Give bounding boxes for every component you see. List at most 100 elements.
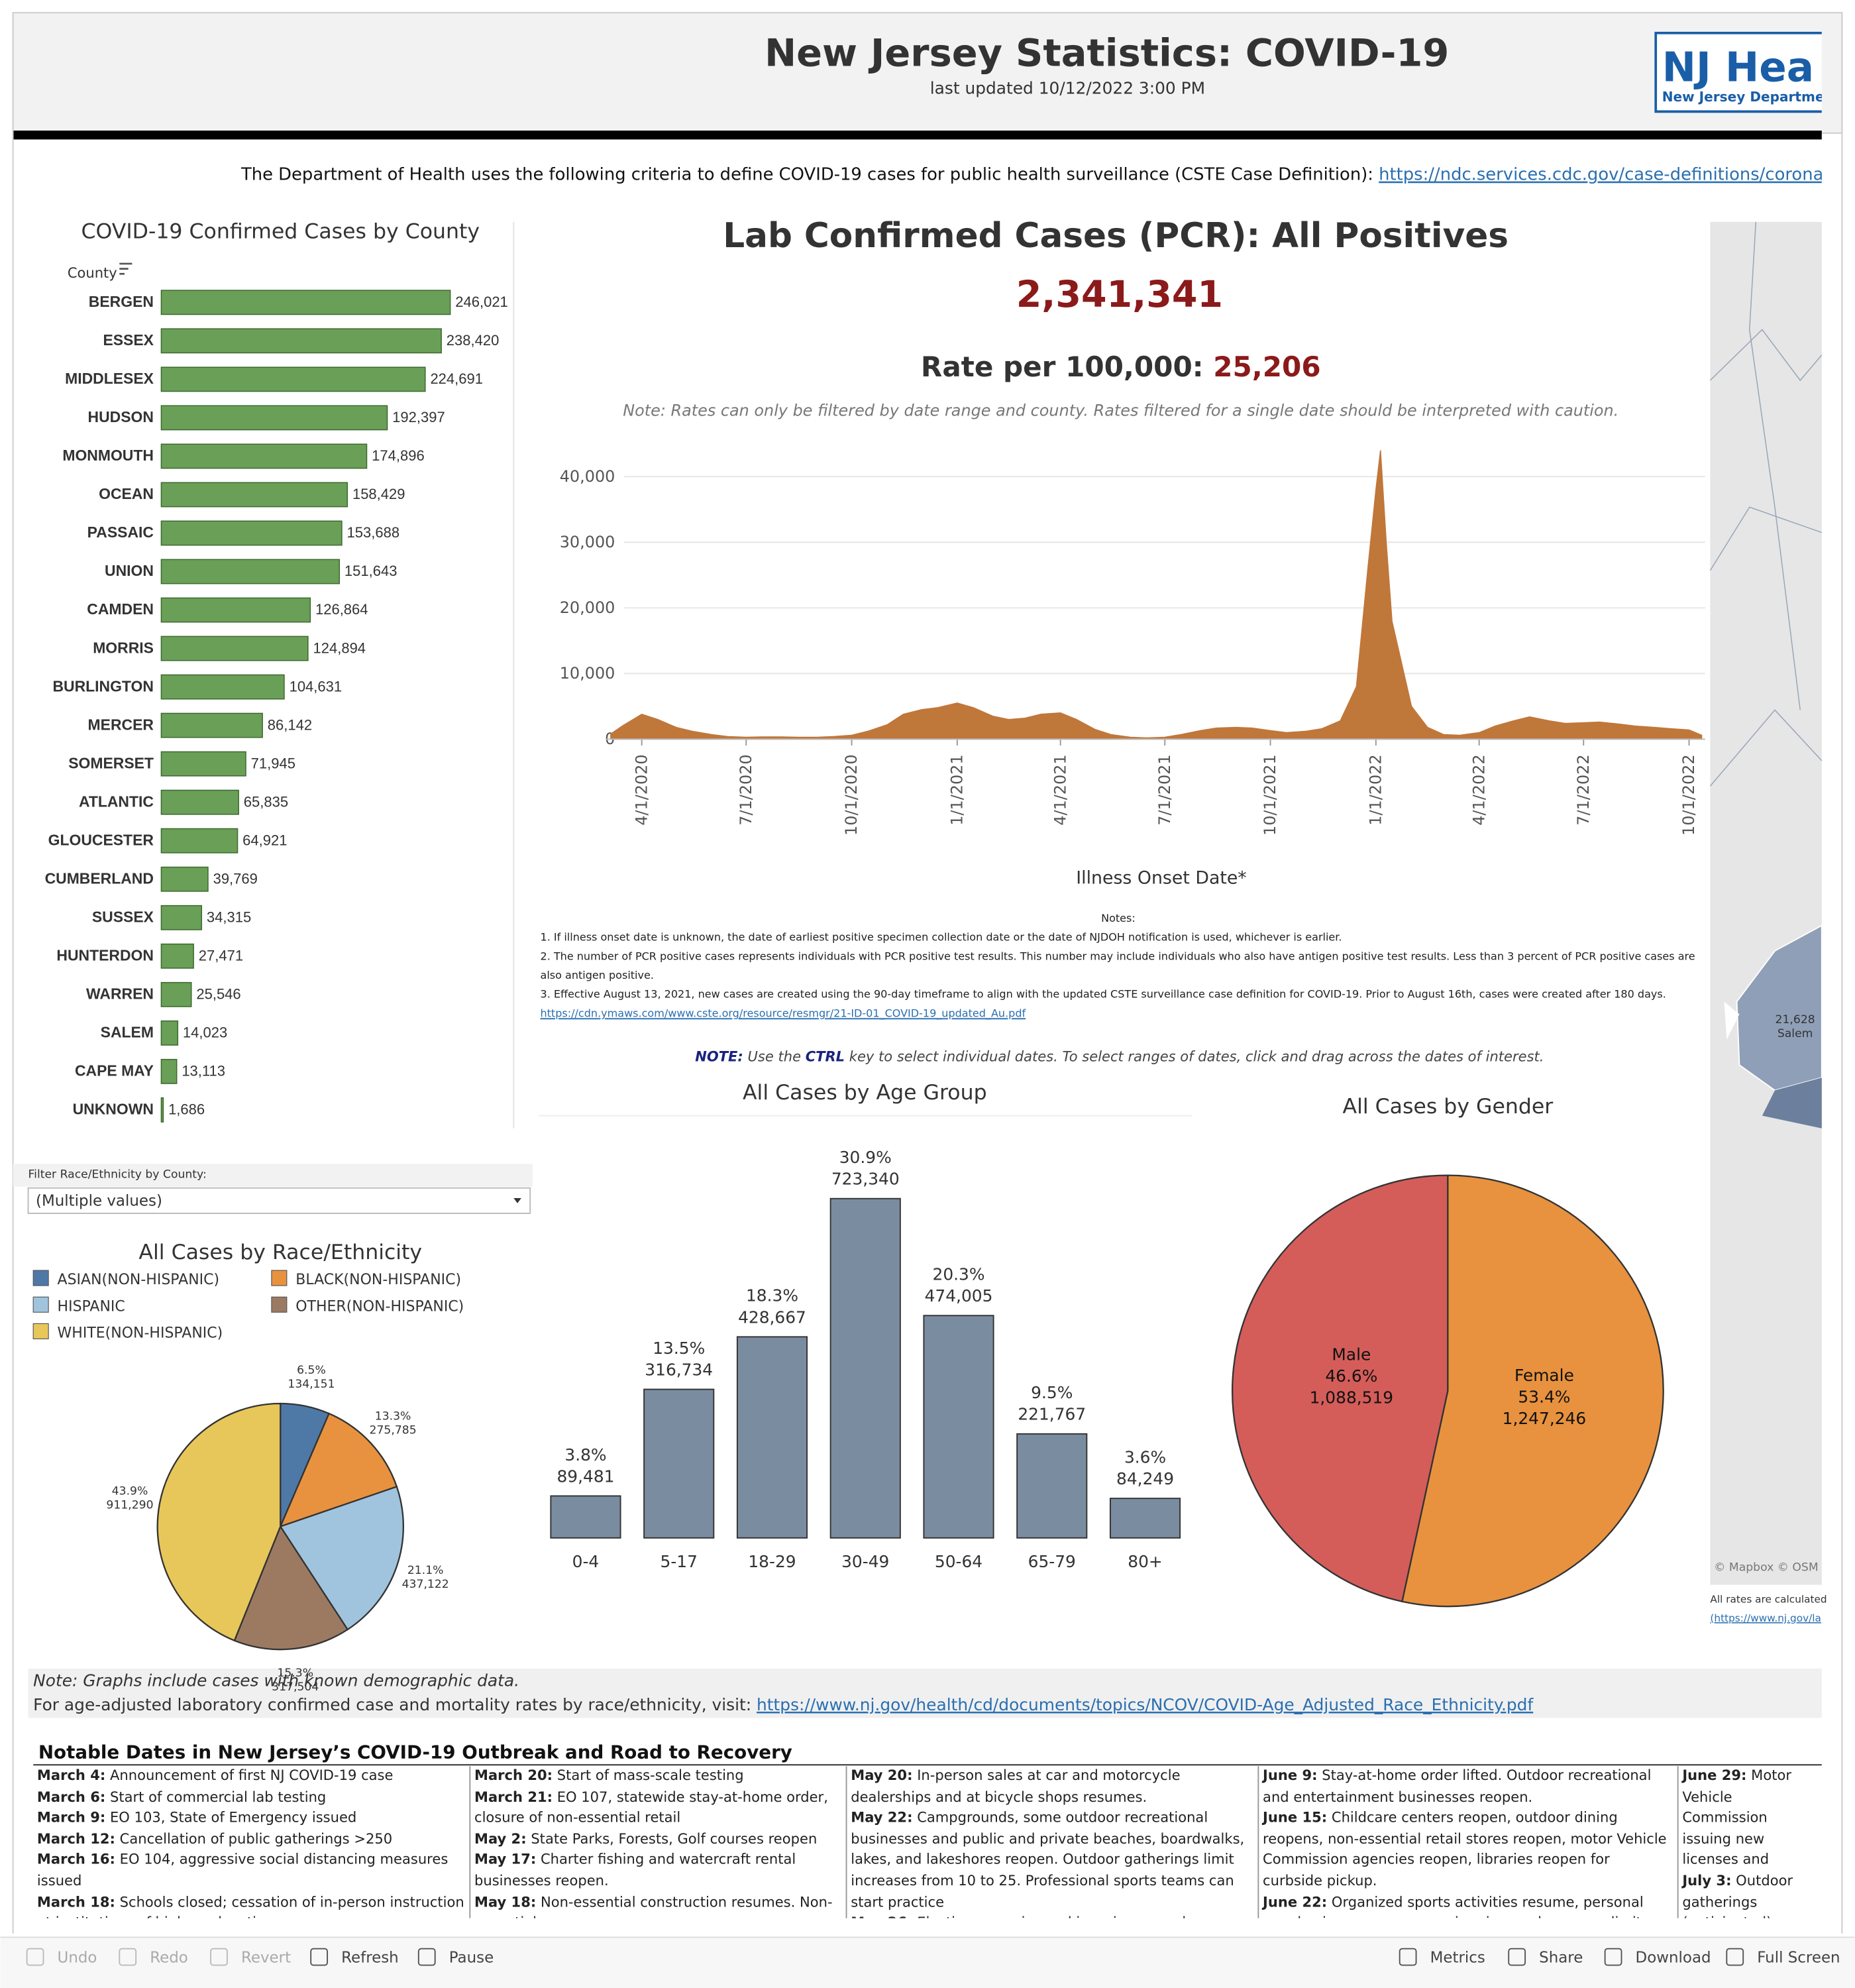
percent-label: 30.9% bbox=[839, 1148, 892, 1167]
toolbar-icon[interactable] bbox=[1508, 1948, 1526, 1966]
category-label: WARREN bbox=[86, 985, 154, 1003]
table-entry: July 3: Outdoor gatherings (anticipated)… bbox=[1682, 1871, 1818, 1918]
entry-text: Campgrounds, some outdoor recreational b… bbox=[851, 1809, 1245, 1910]
filter-dropdown[interactable] bbox=[27, 1187, 531, 1214]
toolbar-button[interactable]: Metrics bbox=[1430, 1950, 1485, 1967]
bar bbox=[160, 866, 209, 892]
percent-label: 3.6% bbox=[1124, 1448, 1166, 1467]
entry-text: Start of mass-scale testing bbox=[556, 1767, 744, 1784]
gender-chart-title: All Cases by Gender bbox=[1343, 1095, 1554, 1119]
x-tick-label: 10/1/2020 bbox=[842, 754, 861, 836]
toolbar-icon[interactable] bbox=[1726, 1948, 1744, 1966]
map-label: Salem bbox=[1777, 1027, 1813, 1040]
filter-label: Filter Race/Ethnicity by County: bbox=[28, 1168, 207, 1181]
value-label: 13,113 bbox=[182, 1063, 225, 1079]
toolbar-icon[interactable] bbox=[417, 1948, 436, 1966]
bar bbox=[736, 1336, 808, 1539]
sort-icon[interactable] bbox=[119, 262, 132, 275]
bottom-note: Note: Graphs include cases with known de… bbox=[33, 1671, 519, 1690]
value-label: 89,481 bbox=[556, 1466, 614, 1486]
logo-box bbox=[1654, 31, 1822, 113]
table-entry: June 15: Childcare centers reopen, outdo… bbox=[1263, 1808, 1673, 1893]
map-background bbox=[1710, 221, 1822, 1636]
bar bbox=[923, 1315, 994, 1539]
toolbar-button[interactable]: Full Screen bbox=[1757, 1950, 1840, 1967]
entry-text: In-person sales at car and motorcycle de… bbox=[851, 1767, 1181, 1805]
entry-text: Schools closed; cessation of in-person i… bbox=[37, 1893, 464, 1918]
toolbar-icon[interactable] bbox=[1399, 1948, 1417, 1966]
bar bbox=[160, 751, 246, 777]
criteria-link[interactable]: https://ndc.services.cdc.gov/case-defini… bbox=[1379, 165, 1855, 185]
toolbar-button[interactable]: Undo bbox=[58, 1950, 97, 1967]
toolbar-icon[interactable] bbox=[1604, 1948, 1622, 1966]
x-tick-label: 4/1/2021 bbox=[1051, 754, 1069, 825]
table-entry: March 4: Announcement of first NJ COVID-… bbox=[37, 1766, 466, 1787]
value-label: 275,785 bbox=[370, 1423, 417, 1437]
logo-text: NJ Hea bbox=[1662, 44, 1814, 91]
bar bbox=[160, 559, 341, 584]
category-label: UNKNOWN bbox=[73, 1101, 154, 1118]
legend-label: OTHER(NON-HISPANIC) bbox=[295, 1298, 464, 1315]
x-tick-label: 1/1/2021 bbox=[947, 754, 966, 825]
bar bbox=[160, 405, 388, 431]
toolbar-button[interactable]: Download bbox=[1636, 1950, 1711, 1967]
side-link[interactable]: (https://www.nj.gov/la bbox=[1710, 1612, 1821, 1624]
x-tick-label: 0-4 bbox=[572, 1552, 600, 1571]
toolbar-icon[interactable] bbox=[26, 1948, 44, 1966]
toolbar-button[interactable]: Revert bbox=[241, 1950, 291, 1967]
toolbar-button[interactable]: Refresh bbox=[341, 1950, 399, 1967]
age-chart-title: All Cases by Age Group bbox=[743, 1081, 987, 1105]
filter-value[interactable]: (Multiple values) bbox=[36, 1193, 162, 1210]
value-label: 192,397 bbox=[392, 409, 445, 425]
entry-text: Start of commercial lab testing bbox=[110, 1788, 327, 1805]
entry-date: March 4: bbox=[36, 1767, 106, 1784]
bar bbox=[160, 828, 238, 854]
toolbar-button[interactable]: Pause bbox=[449, 1950, 494, 1967]
table-entry: March 6: Start of commercial lab testing bbox=[37, 1787, 466, 1808]
x-tick-label: 10/1/2022 bbox=[1679, 754, 1698, 836]
value-label: 428,667 bbox=[738, 1307, 806, 1327]
category-label: Female bbox=[1514, 1366, 1574, 1385]
legend-swatch bbox=[271, 1296, 288, 1313]
x-tick-label: 18-29 bbox=[748, 1552, 796, 1571]
pie-slice bbox=[279, 1485, 404, 1631]
value-label: 224,691 bbox=[430, 370, 483, 387]
pie-slice bbox=[233, 1525, 349, 1651]
entry-text: Organized sports activities resume, pers… bbox=[1263, 1893, 1664, 1918]
toolbar-icon[interactable] bbox=[210, 1948, 228, 1966]
bottom-note-box bbox=[28, 1668, 1822, 1718]
note-item: 2. The number of PCR positive cases repr… bbox=[540, 950, 1695, 981]
bar bbox=[160, 943, 194, 969]
value-label: 134,151 bbox=[288, 1378, 335, 1391]
value-label: 27,471 bbox=[199, 948, 243, 964]
toolbar-buttons: Undo Redo Revert Refresh Pause Metrics Share Do… bbox=[26, 1948, 1840, 1967]
kpi-total: 2,341,341 bbox=[1016, 274, 1223, 316]
value-label: 39,769 bbox=[213, 870, 258, 887]
category-label: SUSSEX bbox=[92, 908, 154, 925]
header-rule bbox=[13, 131, 1822, 140]
notes-link[interactable]: https://cdn.ymaws.com/www.cste.org/resou… bbox=[540, 1007, 1026, 1020]
category-label: HUDSON bbox=[88, 408, 154, 425]
bottom-link[interactable]: https://www.nj.gov/health/cd/documents/t… bbox=[757, 1695, 1534, 1714]
table-column: June 9: Stay-at-home order lifted. Outdo… bbox=[1257, 1766, 1677, 1918]
value-label: 1,247,246 bbox=[1503, 1409, 1587, 1428]
category-label: BURLINGTON bbox=[52, 677, 154, 694]
dropdown-arrow[interactable] bbox=[513, 1198, 521, 1203]
bar bbox=[550, 1495, 621, 1539]
bar bbox=[160, 482, 348, 508]
entry-date: May 26: bbox=[851, 1914, 912, 1918]
notes-heading: Notes: bbox=[1101, 911, 1136, 924]
toolbar-icon[interactable] bbox=[119, 1948, 137, 1966]
toolbar-button[interactable]: Redo bbox=[150, 1950, 188, 1967]
entry-date: July 3: bbox=[1682, 1872, 1732, 1889]
toolbar-icon[interactable] bbox=[310, 1948, 329, 1966]
toolbar-button[interactable]: Share bbox=[1539, 1950, 1583, 1967]
bar bbox=[160, 443, 368, 469]
value-label: 317,504 bbox=[272, 1681, 319, 1694]
category-label: SALEM bbox=[101, 1024, 154, 1041]
y-tick-label: 30,000 bbox=[560, 533, 615, 551]
kpi-rate: Rate per 100,000: 25,206 bbox=[921, 351, 1321, 383]
table-entry: March 16: EO 104, aggressive social dist… bbox=[37, 1850, 466, 1892]
bottom-text: For age-adjusted laboratory confirmed ca… bbox=[33, 1695, 1534, 1714]
